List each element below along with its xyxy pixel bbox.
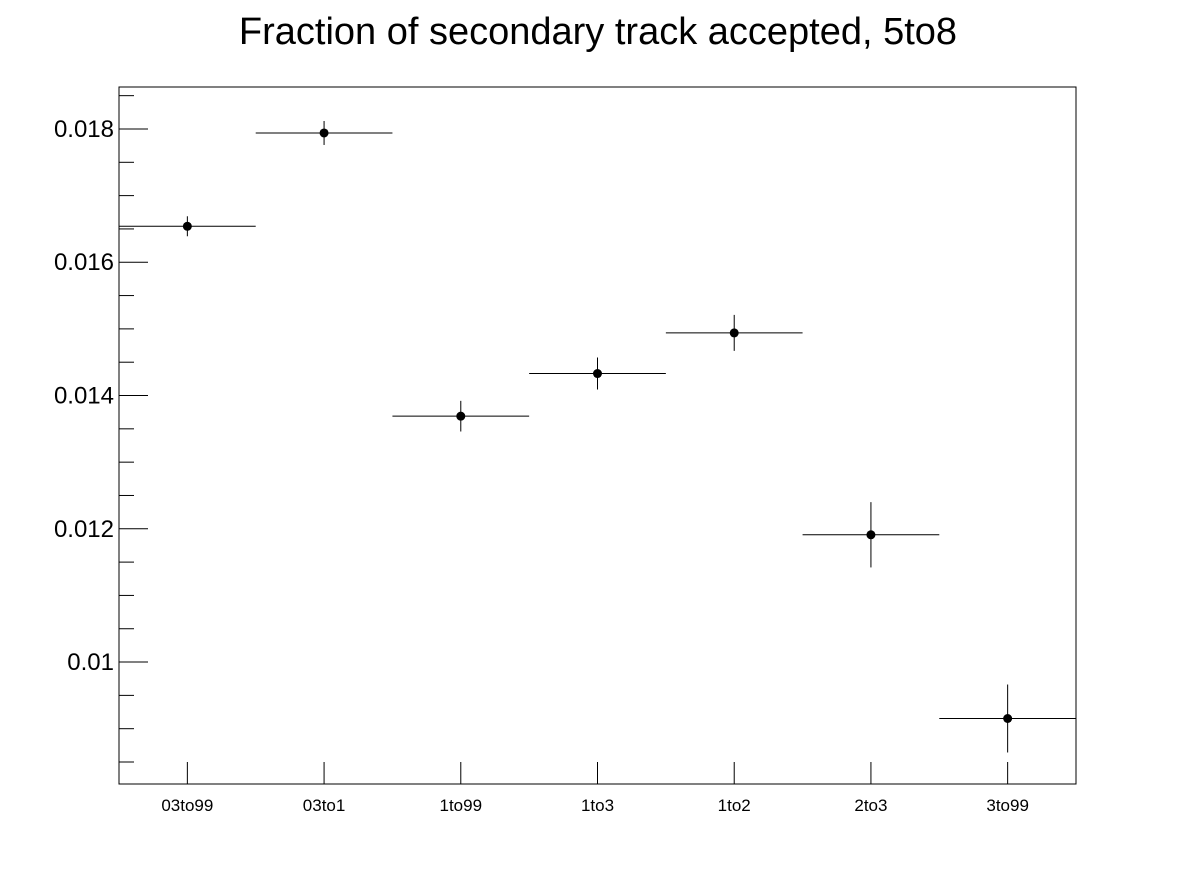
y-tick-label: 0.018 [54,116,114,143]
data-point [866,530,876,540]
x-tick-label: 03to99 [161,796,213,815]
y-tick-label: 0.016 [54,249,114,276]
data-point [729,328,739,338]
data-series [119,120,1076,753]
y-tick-label: 0.014 [54,383,114,410]
plot-frame [118,86,1077,785]
x-tick-label: 03to1 [303,796,346,815]
x-tick-label: 3to99 [986,796,1029,815]
x-tick-label: 1to2 [718,796,751,815]
y-axis: 0.01 0.012 0.014 0.016 0.018 [54,95,148,763]
data-point [319,128,329,138]
data-point [593,369,602,379]
x-axis: 03to99 03to1 1to99 1to3 1to2 2to3 3to99 [161,762,1029,815]
y-tick-label: 0.012 [54,516,114,543]
data-point [456,411,466,421]
x-tick-label: 1to99 [440,796,483,815]
data-point [1003,713,1013,723]
y-tick-label: 0.01 [67,649,114,676]
data-point [182,221,192,231]
x-tick-label: 2to3 [854,796,887,815]
chart-title: Fraction of secondary track accepted, 5t… [239,11,957,53]
x-tick-label: 1to3 [581,796,614,815]
